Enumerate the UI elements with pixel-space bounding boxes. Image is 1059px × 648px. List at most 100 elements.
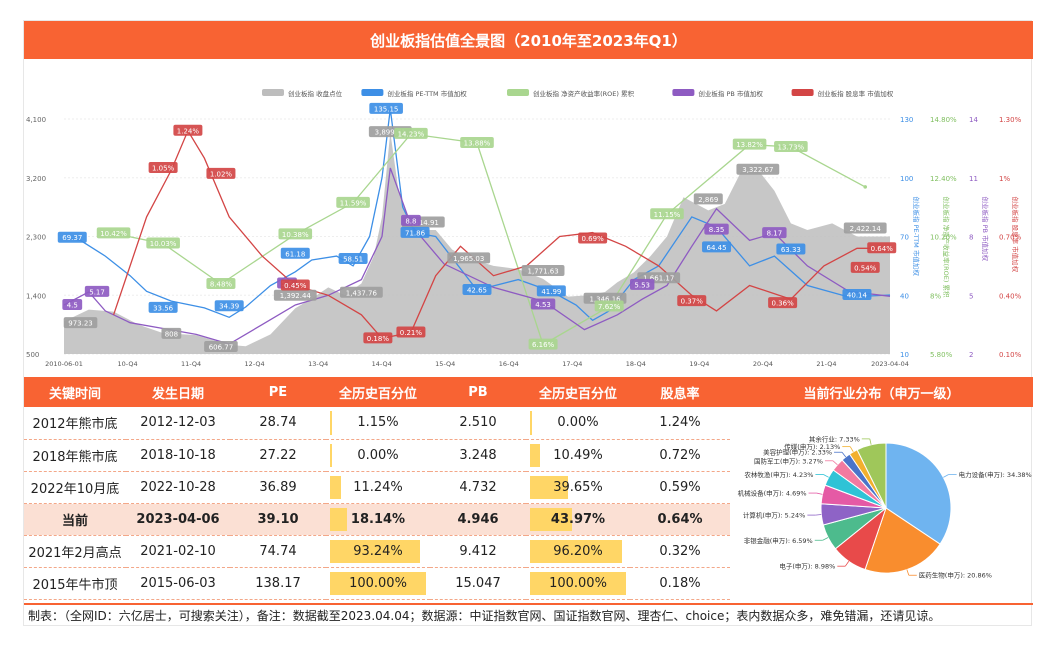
data-label: 6.16%	[528, 338, 558, 350]
svg-text:1,392.44: 1,392.44	[280, 292, 312, 300]
right-tick-label: 130	[900, 116, 913, 124]
x-tick-label: 18-Q4	[626, 360, 646, 368]
col-header: 全历史百分位	[526, 377, 630, 407]
data-label: 10.42%	[96, 227, 131, 239]
data-label: 1.02%	[206, 167, 236, 179]
x-tick-label: 2023-04-04	[871, 360, 909, 368]
table-cell: 2015-06-03	[126, 567, 230, 600]
x-tick-label: 20-Q4	[753, 360, 773, 368]
data-label: 5.53	[630, 278, 655, 290]
svg-text:61.18: 61.18	[285, 250, 305, 258]
x-tick-label: 21-Q4	[816, 360, 836, 368]
data-label: 63.33	[776, 243, 806, 255]
pie-label: 传媒(申万): 2.13%	[784, 442, 840, 451]
table-cell: 39.65%	[526, 471, 630, 504]
svg-text:0.64%: 0.64%	[871, 245, 894, 253]
table-cell: 2.510	[430, 407, 526, 440]
data-label: 5.17	[84, 285, 110, 297]
svg-text:808: 808	[165, 330, 178, 338]
x-tick-label: 17-Q4	[562, 360, 582, 368]
data-label: 61.18	[280, 247, 310, 259]
svg-text:0.37%: 0.37%	[681, 298, 704, 306]
table-row: 2022年10月底 2022-10-28 36.89 11.24% 4.732 39.65…	[24, 471, 730, 504]
svg-text:1.02%: 1.02%	[210, 170, 233, 178]
svg-text:6.16%: 6.16%	[532, 341, 555, 349]
svg-text:0.69%: 0.69%	[582, 235, 605, 243]
table-cell: 100.00%	[326, 567, 430, 600]
percentile-bar	[530, 411, 532, 435]
svg-text:11.15%: 11.15%	[654, 211, 681, 219]
table-cell: 0.72%	[630, 439, 730, 472]
table-cell: 10.49%	[526, 439, 630, 472]
svg-text:34.39: 34.39	[219, 303, 239, 311]
chart-legend: 创业板指 收盘点位 创业板指 PE-TTM 市值加权 创业板指 净资产收益率(ROE…	[262, 89, 894, 98]
legend-item: 创业板指 PE-TTM 市值加权	[361, 89, 467, 98]
table-cell: 0.00%	[526, 407, 630, 440]
table-cell: 2021年2月高点	[24, 535, 126, 568]
y-tick-label: 1,400	[26, 292, 46, 300]
percentile-bar	[330, 443, 332, 467]
data-label: 0.45%	[280, 279, 310, 291]
table-cell: 15.047	[430, 567, 526, 600]
x-tick-label: 13-Q4	[308, 360, 328, 368]
data-label: 1,965.03	[447, 252, 491, 264]
svg-text:3,899.71: 3,899.71	[375, 129, 406, 137]
svg-text:13.88%: 13.88%	[464, 140, 491, 148]
pie-label: 机械设备(申万): 4.69%	[738, 489, 807, 498]
svg-text:1,965.03: 1,965.03	[453, 255, 484, 263]
legend-label: 创业板指 股息率 市值加权	[818, 89, 894, 98]
data-label: 40.14	[842, 288, 872, 300]
col-header: PB	[430, 377, 526, 407]
table-cell: 0.32%	[630, 535, 730, 568]
table-row: 2021年2月高点 2021-02-10 74.74 93.24% 9.412 96.20…	[24, 535, 730, 568]
data-label: 973.23	[63, 317, 98, 329]
data-label: 34.39	[214, 300, 244, 312]
table-cell: 9.412	[430, 535, 526, 568]
data-label: 64.45	[702, 241, 732, 253]
right-tick-label: 5	[969, 292, 973, 300]
legend-label: 创业板指 PE-TTM 市值加权	[387, 89, 467, 98]
right-tick-label: 0.70%	[999, 234, 1022, 242]
x-tick-label: 19-Q4	[689, 360, 709, 368]
table-cell: 28.74	[230, 407, 326, 440]
table-cell: 1.24%	[630, 407, 730, 440]
right-tick-label: 14	[969, 116, 978, 124]
table-cell: 11.24%	[326, 471, 430, 504]
data-label: 8.35	[704, 223, 729, 235]
col-header: 关键时间	[24, 377, 126, 407]
table-cell: 100.00%	[526, 567, 630, 600]
data-label: 13.82%	[732, 138, 767, 150]
data-label: 0.54%	[850, 261, 880, 273]
svg-text:63.33: 63.33	[781, 246, 801, 254]
percentile-bar	[530, 571, 626, 595]
data-label: 135.15	[369, 102, 403, 114]
table-row: 2012年熊市底 2012-12-03 28.74 1.15% 2.510 0.00% 1.…	[24, 407, 730, 440]
right-tick-label: 70	[900, 234, 909, 242]
data-label: 0.37%	[677, 295, 707, 307]
col-header: 股息率	[630, 377, 730, 407]
percentile-bar	[330, 507, 348, 531]
y-tick-label: 3,200	[26, 175, 46, 183]
pie-label: 非银金融(申万): 6.59%	[744, 536, 813, 545]
col-header: 全历史百分位	[326, 377, 430, 407]
data-label: 1.05%	[148, 161, 178, 173]
data-label: 11.59%	[336, 196, 370, 208]
data-label: 10.03%	[146, 237, 180, 249]
svg-text:0.36%: 0.36%	[771, 300, 794, 308]
legend-label: 创业板指 收盘点位	[288, 89, 343, 98]
percentile-bar	[530, 507, 573, 531]
x-tick-label: 15-Q4	[435, 360, 455, 368]
right-tick-label: 14.80%	[930, 116, 957, 124]
right-tick-label: 10.20%	[930, 234, 957, 242]
pie-slice	[856, 442, 887, 509]
table-cell: 36.89	[230, 471, 326, 504]
data-label: 4.5	[62, 299, 83, 311]
svg-text:1,437.76: 1,437.76	[346, 289, 378, 297]
table-cell: 18.14%	[326, 503, 430, 536]
pie-label: 农林牧渔(申万): 4.23%	[744, 470, 813, 479]
right-tick-label: 100	[900, 175, 913, 183]
table-cell: 74.74	[230, 535, 326, 568]
percentile-bar	[530, 539, 623, 563]
page-title: 创业板指估值全景图（2010年至2023年Q1）	[24, 21, 1033, 59]
data-label: 0.18%	[363, 332, 393, 344]
